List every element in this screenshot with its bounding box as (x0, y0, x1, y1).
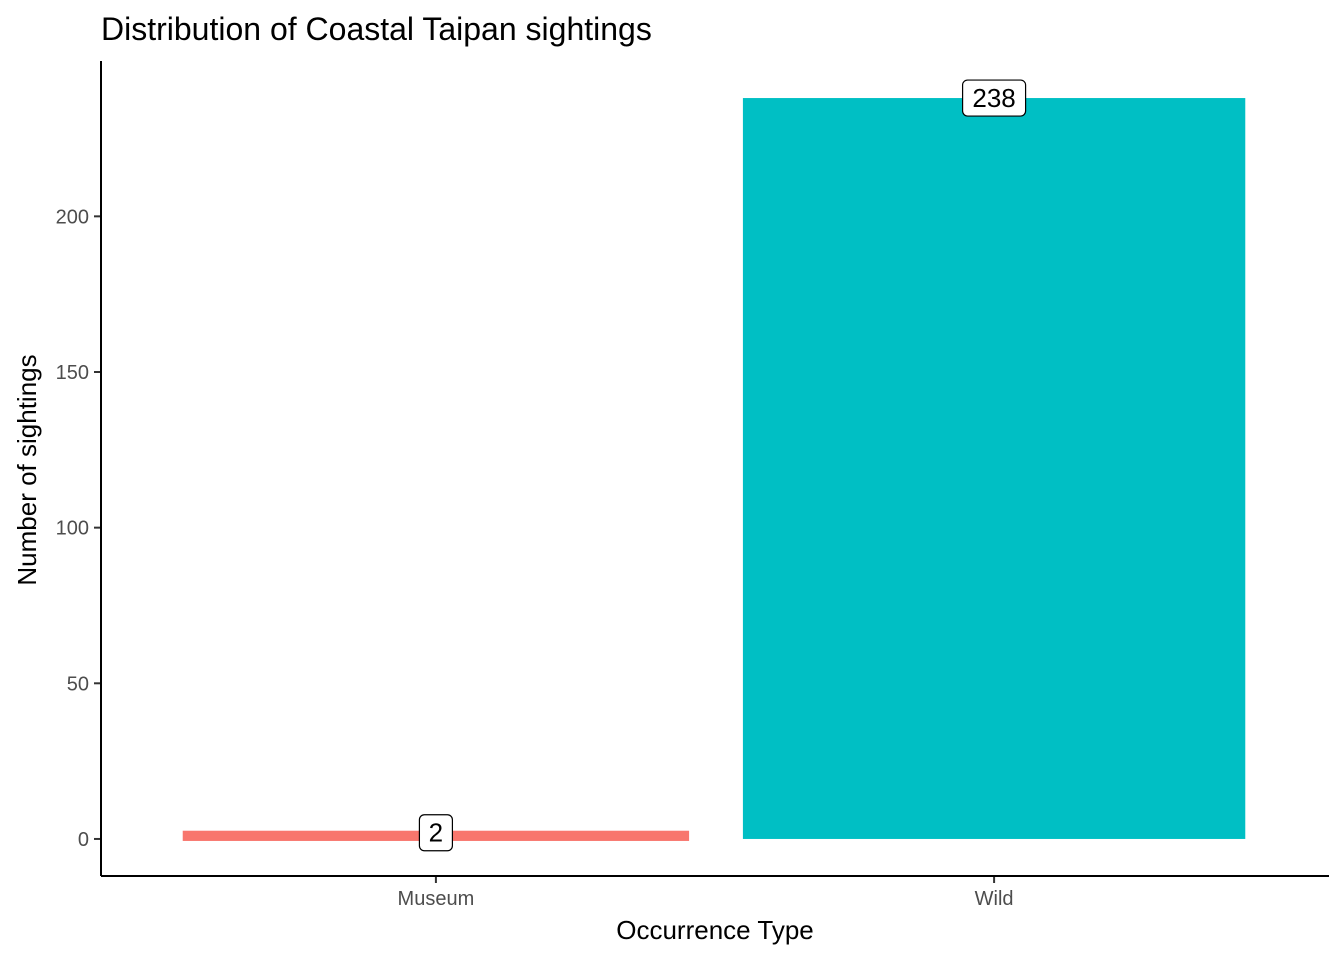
data-label-box (961, 79, 1027, 117)
chart-title: Distribution of Coastal Taipan sightings (101, 11, 652, 47)
y-tick-label: 50 (67, 673, 89, 695)
data-labels-layer: 2 238 (418, 79, 1027, 852)
x-tick-label: Wild (975, 888, 1014, 910)
data-label: 238 (961, 79, 1027, 117)
bars-layer (182, 98, 1246, 841)
y-axis-title: Number of sightings (12, 354, 42, 585)
x-tick-label: Museum (398, 888, 475, 910)
bar (742, 98, 1246, 839)
y-tick-label: 100 (56, 518, 89, 540)
x-axis-ticks: Museum Wild (398, 876, 1014, 910)
x-axis-title: Occurrence Type (616, 915, 814, 945)
data-label-text: 238 (972, 83, 1015, 113)
data-label-box (418, 814, 454, 852)
y-tick-label: 0 (78, 829, 89, 851)
y-tick-label: 150 (56, 362, 89, 384)
y-tick-label: 200 (56, 206, 89, 228)
data-label-text: 2 (429, 818, 443, 848)
data-label: 2 (418, 814, 454, 852)
y-axis-ticks: 0 50 100 150 200 (56, 206, 101, 851)
